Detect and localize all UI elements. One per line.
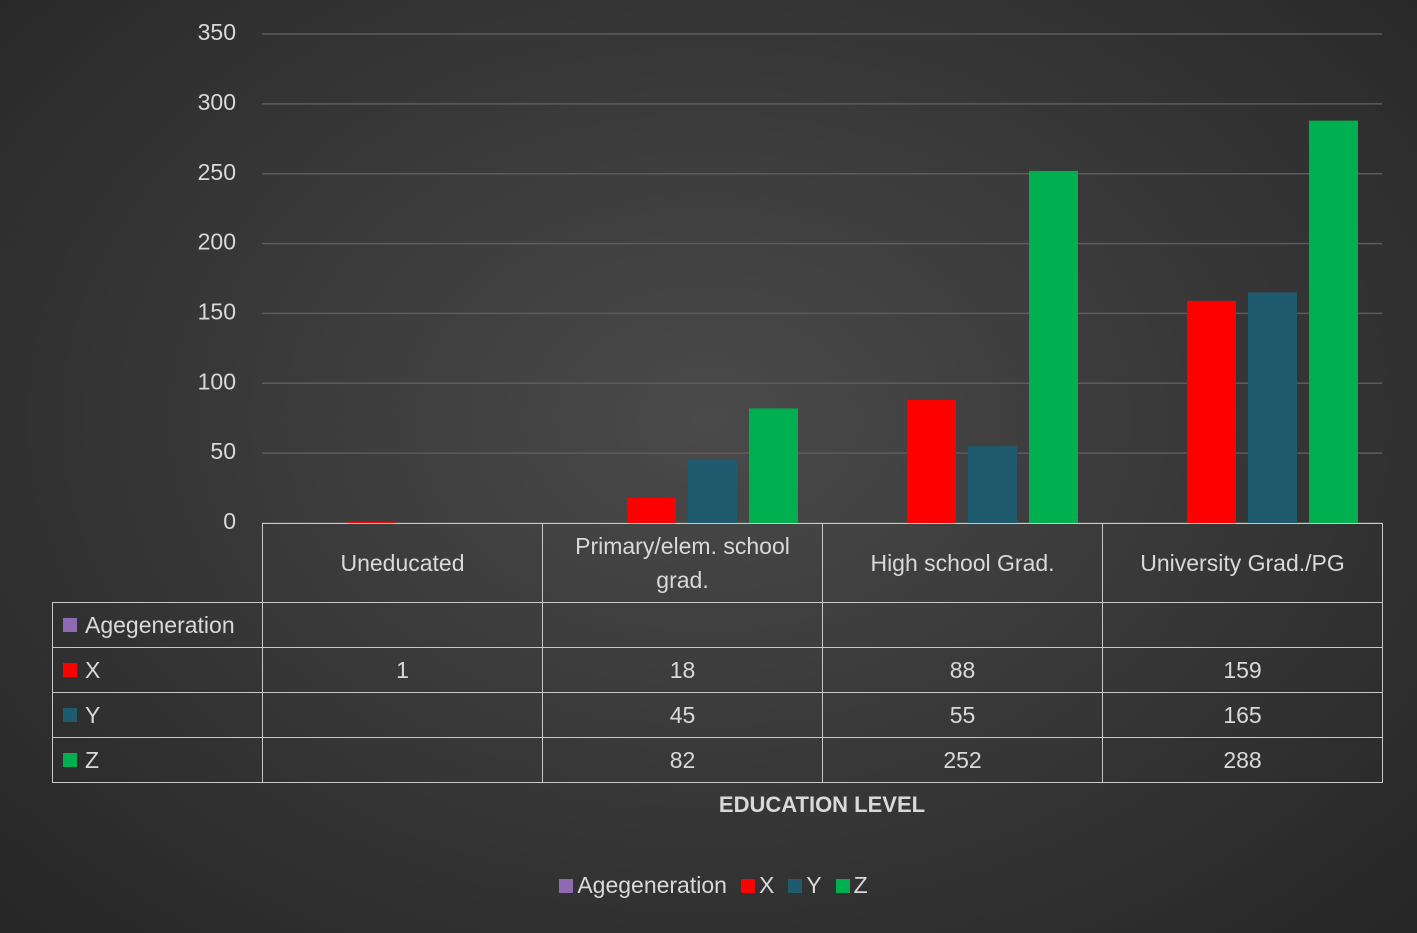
table-header-cell: High school Grad. (822, 523, 1103, 603)
legend-label: X (758, 872, 775, 898)
bar (1029, 170, 1078, 524)
legend-item: Z (835, 872, 868, 899)
table-cell: 88 (822, 647, 1103, 693)
legend-item: Y (788, 872, 822, 899)
y-tick-label: 0 (223, 508, 236, 534)
legend-key (63, 618, 77, 632)
y-tick-label: 150 (198, 299, 236, 325)
legend-label: Agegeneration (577, 872, 727, 898)
series-name: Agegeneration (85, 612, 235, 638)
table-cell: 55 (822, 692, 1103, 738)
legend-key (63, 663, 77, 677)
legend-label: Z (853, 872, 868, 898)
table-cell: 1 (262, 647, 543, 693)
legend-swatch (559, 878, 574, 893)
bar (907, 400, 956, 523)
table-cell: 18 (542, 647, 823, 693)
table-cell (1102, 602, 1383, 648)
table-row-header: Z (52, 737, 263, 783)
y-tick-label: 300 (198, 89, 236, 115)
table-cell (262, 602, 543, 648)
series-name: X (85, 657, 101, 683)
table-cell: 45 (542, 692, 823, 738)
table-header-cell: University Grad./PG (1102, 523, 1383, 603)
table-cell: 288 (1102, 737, 1383, 783)
table-header-cell: Primary/elem. school grad. (542, 523, 823, 603)
legend-item: Agegeneration (559, 872, 727, 899)
table-header-cell: Uneducated (262, 523, 543, 603)
y-tick-label: 250 (198, 159, 236, 185)
legend-label: Y (806, 872, 822, 898)
y-tick-label: 200 (198, 229, 236, 255)
table-row-header: X (52, 647, 263, 693)
bar (627, 497, 676, 523)
y-tick-label: 350 (198, 19, 236, 45)
legend-key (63, 708, 77, 722)
table-cell: 165 (1102, 692, 1383, 738)
table-cell: 82 (542, 737, 823, 783)
bar (749, 408, 798, 523)
legend-key (63, 753, 77, 767)
bar (1187, 300, 1236, 523)
series-name: Z (85, 747, 100, 773)
x-axis-label: EDUCATION LEVEL (718, 792, 926, 817)
table-cell (822, 602, 1103, 648)
y-tick-label: 100 (198, 368, 236, 394)
table-cell (542, 602, 823, 648)
table-cell (262, 737, 543, 783)
table-row-header: Y (52, 692, 263, 738)
legend-item: X (740, 872, 775, 899)
legend-swatch (788, 878, 803, 893)
table-row-header: Agegeneration (52, 602, 263, 648)
table-cell: 159 (1102, 647, 1383, 693)
bar (1248, 292, 1297, 523)
series-name: Y (85, 702, 101, 728)
bar (968, 446, 1017, 523)
y-tick-label: 50 (210, 438, 236, 464)
legend-swatch (740, 878, 755, 893)
table-cell (262, 692, 543, 738)
bar (347, 521, 396, 523)
legend-swatch (835, 878, 850, 893)
bar (688, 460, 737, 523)
legend: Agegeneration X Y Z (0, 872, 1417, 899)
table-cell: 252 (822, 737, 1103, 783)
bar (1309, 120, 1358, 523)
